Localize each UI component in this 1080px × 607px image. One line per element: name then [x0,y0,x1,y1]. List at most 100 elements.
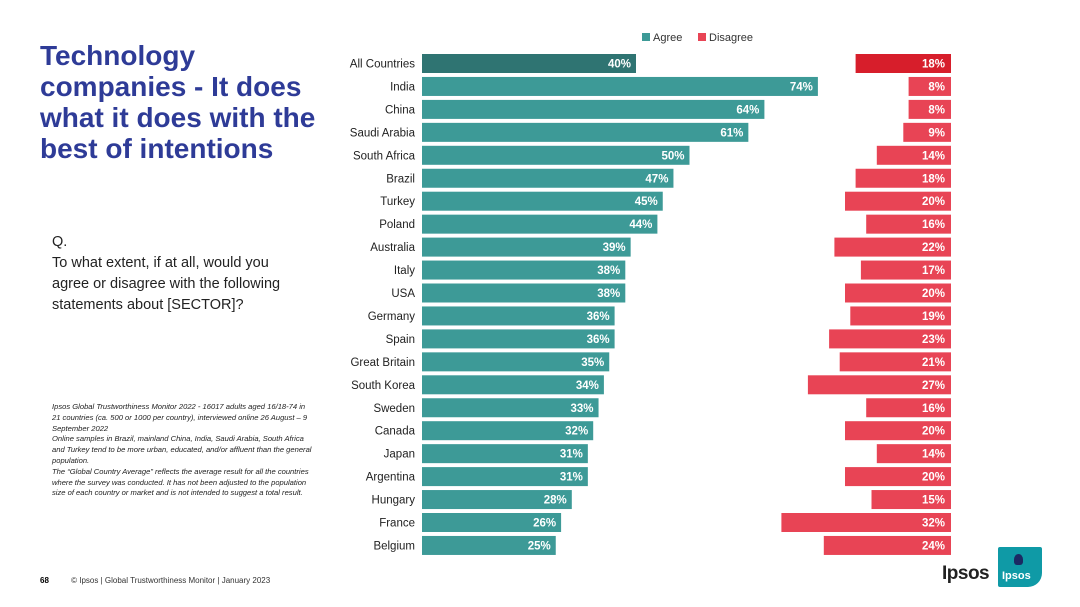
legend-label-agree: Agree [653,32,682,44]
category-label-all-countries: All Countries [350,59,415,71]
agree-bar-south-africa [422,145,690,165]
question-label: Q. [52,234,68,250]
disagree-value-belgium: 24% [922,540,945,552]
agree-bar-hungary [422,490,572,510]
agree-bar-sweden [422,398,599,418]
category-label-france: France [379,518,415,530]
methodology-note: Ipsos Global Trustworthiness Monitor 202… [52,402,314,499]
agree-bar-france [422,513,562,532]
disagree-value-all-countries: 18% [922,59,945,71]
category-label-argentina: Argentina [366,472,416,484]
disagree-bar-south-korea [807,375,951,395]
agree-bar-spain [422,329,615,349]
disagree-bar-australia [834,237,951,257]
category-label-brazil: Brazil [386,173,415,185]
agree-value-australia: 39% [603,242,626,254]
note-line-1: Ipsos Global Trustworthiness Monitor 202… [52,402,308,433]
disagree-bar-turkey [845,191,951,211]
logo-badge-text: Ipsos [1002,570,1031,582]
category-label-south-korea: South Korea [351,380,416,392]
legend-swatch-agree [642,33,650,41]
agree-value-all-countries: 40% [608,59,631,71]
disagree-value-spain: 23% [922,334,945,346]
category-label-canada: Canada [375,426,416,438]
disagree-value-usa: 20% [922,288,945,300]
question-text: To what extent, if at all, would you agr… [52,255,281,313]
agree-bar-great-britain [422,352,610,372]
category-label-saudi-arabia: Saudi Arabia [350,127,416,139]
disagree-bar-india [908,76,951,96]
agree-bar-usa [422,283,626,303]
disagree-value-france: 32% [922,518,945,530]
disagree-bar-germany [850,306,951,326]
page-number: 68 [40,576,49,585]
disagree-value-germany: 19% [922,311,945,323]
category-label-italy: Italy [394,265,415,277]
agree-value-argentina: 31% [560,472,583,484]
disagree-value-china: 8% [928,104,945,116]
note-line-3: The “Global Country Average” reflects th… [52,466,309,498]
page-title: Technology companies - It does what it d… [40,40,316,164]
category-label-sweden: Sweden [373,403,415,415]
disagree-bar-hungary [871,490,951,510]
question-block: Q. To what extent, if at all, would you … [52,232,292,316]
agree-value-great-britain: 35% [581,357,604,369]
agree-bar-poland [422,214,658,234]
disagree-bar-italy [860,260,951,280]
agree-value-hungary: 28% [544,495,567,507]
agree-value-germany: 36% [587,311,610,323]
agree-value-china: 64% [736,104,759,116]
disagree-value-saudi-arabia: 9% [928,127,945,139]
agree-bar-brazil [422,168,674,188]
footer: 68 © Ipsos | Global Trustworthiness Moni… [40,576,270,585]
logo-dot [1014,554,1023,565]
legend-swatch-disagree [698,33,706,41]
disagree-bar-usa [845,283,951,303]
agree-value-saudi-arabia: 61% [720,127,743,139]
agree-bar-italy [422,260,626,280]
agree-value-italy: 38% [597,265,620,277]
disagree-bar-spain [829,329,951,349]
disagree-value-italy: 17% [922,265,945,277]
legend-label-disagree: Disagree [709,32,753,44]
agree-bar-japan [422,444,588,464]
ipsos-logo-wordmark: Ipsos [942,563,990,584]
agree-bar-belgium [422,535,556,555]
disagree-value-poland: 16% [922,219,945,231]
agree-bar-turkey [422,191,663,211]
disagree-value-argentina: 20% [922,472,945,484]
agree-bar-south-korea [422,375,604,395]
category-label-turkey: Turkey [380,196,415,208]
agree-value-france: 26% [533,518,556,530]
category-label-spain: Spain [386,334,415,346]
category-label-china: China [385,104,416,116]
agree-bar-saudi-arabia [422,122,749,142]
agree-bar-germany [422,306,615,326]
disagree-bar-france [781,513,951,532]
category-label-australia: Australia [370,242,415,254]
agree-bar-canada [422,421,594,441]
disagree-bar-brazil [855,168,951,188]
disagree-value-brazil: 18% [922,173,945,185]
disagree-value-japan: 14% [922,449,945,461]
agree-bar-india [422,76,818,96]
category-label-poland: Poland [379,219,415,231]
disagree-bar-sweden [866,398,951,418]
agree-value-japan: 31% [560,449,583,461]
disagree-value-canada: 20% [922,426,945,438]
ipsos-logo-icon: Ipsos [998,547,1042,587]
category-label-germany: Germany [368,311,416,323]
disagree-value-south-africa: 14% [922,150,945,162]
agree-value-sweden: 33% [571,403,594,415]
agree-bar-australia [422,237,631,257]
category-label-india: India [390,81,416,93]
category-label-belgium: Belgium [373,540,415,552]
footer-text: © Ipsos | Global Trustworthiness Monitor… [71,576,271,585]
disagree-value-south-korea: 27% [922,380,945,392]
disagree-bar-belgium [823,535,951,555]
disagree-bar-south-africa [876,145,951,165]
agree-value-brazil: 47% [645,173,668,185]
category-label-south-africa: South Africa [353,150,416,162]
disagree-value-australia: 22% [922,242,945,254]
